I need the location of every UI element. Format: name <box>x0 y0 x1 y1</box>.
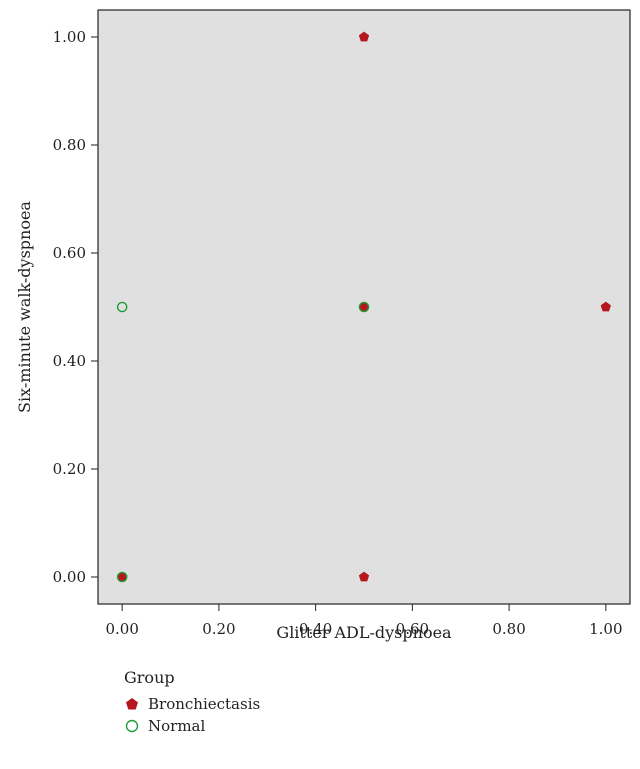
y-tick-label: 1.00 <box>53 28 86 46</box>
x-tick-label: 0.40 <box>299 620 332 638</box>
y-axis: 0.00 0.20 0.40 0.60 0.80 1.00 <box>53 28 98 586</box>
data-points <box>116 31 611 583</box>
point-bronchiectasis <box>600 301 611 312</box>
pentagon-icon <box>126 698 138 710</box>
x-tick-label: 0.20 <box>202 620 235 638</box>
x-tick-label: 0.80 <box>492 620 525 638</box>
circle-icon <box>125 719 139 733</box>
y-tick-label: 0.00 <box>53 568 86 586</box>
point-normal <box>116 571 128 583</box>
y-axis-title: Six-minute walk-dyspnoea <box>15 201 34 413</box>
legend-title: Group <box>124 668 175 687</box>
point-bronchiectasis <box>117 571 128 582</box>
x-tick-label: 1.00 <box>589 620 622 638</box>
legend: Group Bronchiectasis Normal <box>124 668 260 737</box>
point-bronchiectasis <box>358 571 370 582</box>
point-bronchiectasis <box>358 301 370 312</box>
x-axis-title: Glitter ADL-dyspnoea <box>276 623 452 642</box>
x-axis: 0.00 0.20 0.40 0.60 0.80 1.00 <box>105 604 623 638</box>
y-tick-label: 0.20 <box>53 460 86 478</box>
scatter-chart: 0.00 0.20 0.40 0.60 0.80 1.00 0.00 0.20 0.40 0.6… <box>15 9 631 642</box>
y-tick-label: 0.60 <box>53 244 86 262</box>
legend-item-bronchiectasis: Bronchiectasis <box>124 693 260 715</box>
legend-label: Normal <box>148 717 206 735</box>
x-tick-label: 0.60 <box>396 620 429 638</box>
point-normal <box>358 301 370 313</box>
point-normal <box>116 301 128 313</box>
x-tick-label: 0.00 <box>105 620 138 638</box>
y-tick-label: 0.40 <box>53 352 86 370</box>
legend-item-normal: Normal <box>124 715 260 737</box>
y-tick-label: 0.80 <box>53 136 86 154</box>
point-bronchiectasis <box>358 31 370 42</box>
legend-label: Bronchiectasis <box>148 695 261 713</box>
